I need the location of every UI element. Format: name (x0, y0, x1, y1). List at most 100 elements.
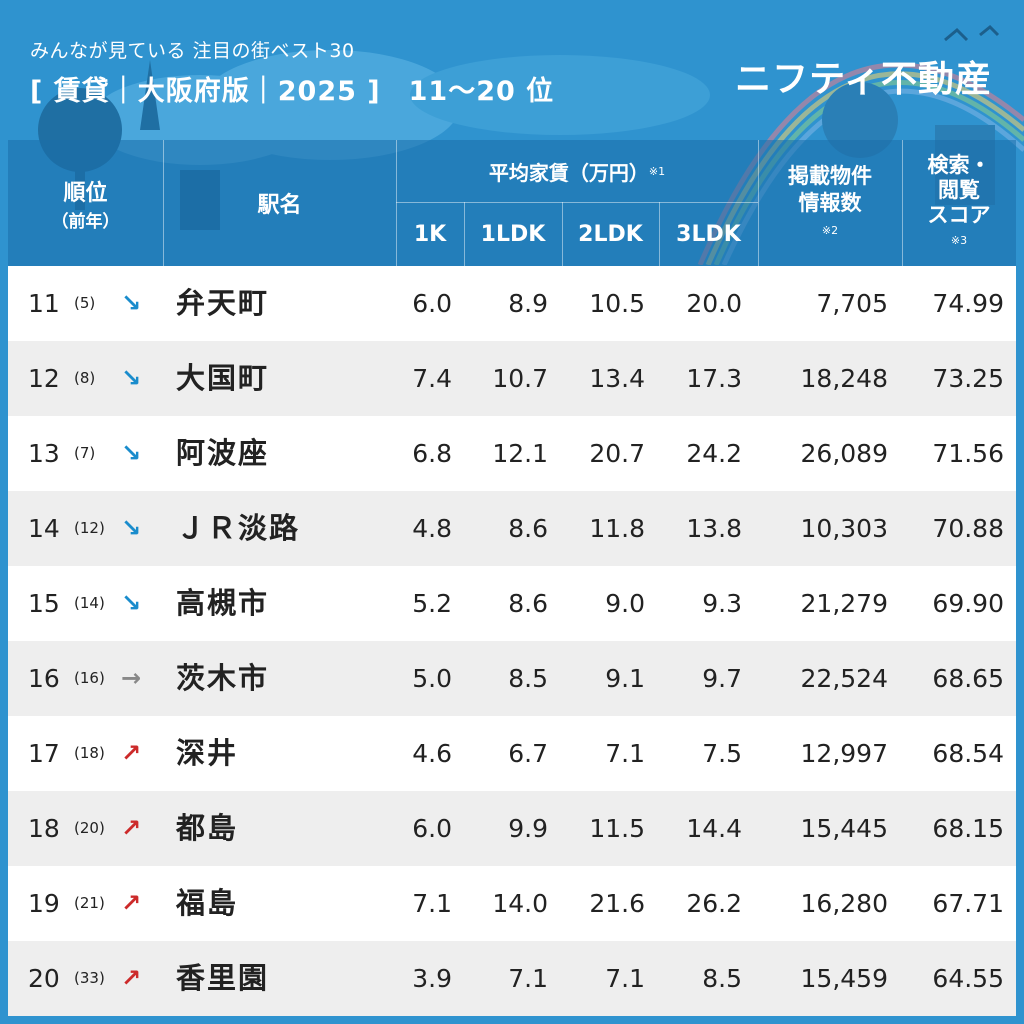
search-score: 68.54 (932, 739, 1004, 768)
previous-rank: (12) (74, 519, 105, 537)
search-score: 68.65 (932, 664, 1004, 693)
rent-1k: 6.0 (412, 289, 452, 318)
rent-2ldk: 7.1 (605, 964, 645, 993)
station-name: 深井 (176, 736, 239, 770)
rent-2ldk: 11.5 (589, 814, 645, 843)
rent-1k: 7.1 (412, 889, 452, 918)
listings-count: 16,280 (800, 889, 888, 918)
trend-down-icon: ↘ (120, 439, 142, 467)
rent-2ldk: 10.5 (589, 289, 645, 318)
table-row: 11 (5) ↘ 弁天町 6.0 8.9 10.5 20.0 7,705 74.… (8, 266, 1016, 341)
rank: 15 (28, 589, 60, 618)
column-score-note: ※3 (950, 234, 968, 247)
column-rent-label: 平均家賃（万円） (488, 160, 649, 185)
table-row: 13 (7) ↘ 阿波座 6.8 12.1 20.7 24.2 26,089 7… (8, 416, 1016, 491)
column-rent: 平均家賃（万円） ※1 (396, 140, 758, 202)
previous-rank: (21) (74, 894, 105, 912)
station-name: 香里園 (176, 961, 270, 995)
trend-down-icon: ↘ (120, 364, 142, 392)
rent-1ldk: 8.6 (508, 514, 548, 543)
column-score-line3: スコア (927, 203, 991, 227)
rent-1k: 6.0 (412, 814, 452, 843)
rank: 16 (28, 664, 60, 693)
column-listings: 掲載物件 情報数 ※2 (758, 140, 902, 266)
listings-count: 21,279 (800, 589, 888, 618)
station-name: 福島 (176, 886, 239, 920)
rent-3ldk: 14.4 (686, 814, 742, 843)
column-listings-line2: 情報数 (798, 190, 862, 215)
rank: 11 (28, 289, 60, 318)
rent-3ldk: 20.0 (686, 289, 742, 318)
trend-down-icon: ↘ (120, 514, 142, 542)
rent-1k: 6.8 (412, 439, 452, 468)
rent-1ldk: 14.0 (492, 889, 548, 918)
column-score-line1: 検索・ (927, 153, 991, 177)
table-row: 16 (16) → 茨木市 5.0 8.5 9.1 9.7 22,524 68.… (8, 641, 1016, 716)
rent-1ldk: 8.6 (508, 589, 548, 618)
rent-2ldk: 9.0 (605, 589, 645, 618)
rank: 17 (28, 739, 60, 768)
rent-3ldk: 9.7 (702, 664, 742, 693)
rent-1ldk: 7.1 (508, 964, 548, 993)
search-score: 69.90 (932, 589, 1004, 618)
rank: 14 (28, 514, 60, 543)
station-name: 都島 (176, 811, 239, 845)
trend-up-icon: ↗ (120, 739, 142, 767)
rent-1ldk: 8.5 (508, 664, 548, 693)
rent-1k: 5.0 (412, 664, 452, 693)
rent-1k: 7.4 (412, 364, 452, 393)
rent-3ldk: 8.5 (702, 964, 742, 993)
rent-2ldk: 21.6 (589, 889, 645, 918)
ranking-table: 順位 （前年） 駅名 平均家賃（万円） ※1 1K 1LDK 2LDK 3LDK… (8, 140, 1016, 1018)
rent-2ldk: 13.4 (589, 364, 645, 393)
column-1ldk: 1LDK (480, 221, 546, 247)
column-listings-line1: 掲載物件 (788, 163, 872, 188)
search-score: 64.55 (932, 964, 1004, 993)
table-header: 順位 （前年） 駅名 平均家賃（万円） ※1 1K 1LDK 2LDK 3LDK… (8, 140, 1016, 266)
rent-3ldk: 24.2 (686, 439, 742, 468)
brand-logo: ニフティ不動産 (735, 59, 992, 100)
listings-count: 12,997 (800, 739, 888, 768)
previous-rank: (14) (74, 594, 105, 612)
header-subtitle: みんなが見ている 注目の街ベスト30 (30, 40, 355, 62)
table-body: 11 (5) ↘ 弁天町 6.0 8.9 10.5 20.0 7,705 74.… (8, 266, 1016, 1016)
column-rent-note: ※1 (648, 164, 666, 178)
listings-count: 15,459 (800, 964, 888, 993)
rank: 13 (28, 439, 60, 468)
trend-down-icon: ↘ (120, 289, 142, 317)
header: みんなが見ている 注目の街ベスト30 [ 賃貸｜大阪府版｜2025 ] 11〜2… (30, 36, 554, 108)
rank: 20 (28, 964, 60, 993)
column-rank-label: 順位 (63, 180, 108, 206)
rent-2ldk: 20.7 (589, 439, 645, 468)
previous-rank: (7) (74, 444, 96, 462)
column-rank-sub: （前年） (51, 211, 120, 232)
station-name: 阿波座 (176, 436, 270, 470)
listings-count: 26,089 (800, 439, 888, 468)
column-1k: 1K (413, 221, 447, 247)
column-3ldk: 3LDK (676, 221, 741, 247)
previous-rank: (18) (74, 744, 105, 762)
listings-count: 15,445 (800, 814, 888, 843)
station-name: 弁天町 (176, 286, 270, 320)
table-row: 17 (18) ↗ 深井 4.6 6.7 7.1 7.5 12,997 68.5… (8, 716, 1016, 791)
table-row: 14 (12) ↘ ＪＲ淡路 4.8 8.6 11.8 13.8 10,303 … (8, 491, 1016, 566)
column-listings-note: ※2 (821, 223, 839, 237)
search-score: 73.25 (932, 364, 1004, 393)
rank: 12 (28, 364, 60, 393)
rent-1k: 4.6 (412, 739, 452, 768)
previous-rank: (5) (74, 294, 96, 312)
rent-2ldk: 7.1 (605, 739, 645, 768)
rent-1k: 3.9 (412, 964, 452, 993)
table-row: 18 (20) ↗ 都島 6.0 9.9 11.5 14.4 15,445 68… (8, 791, 1016, 866)
listings-count: 7,705 (816, 289, 888, 318)
station-name: ＪＲ淡路 (176, 511, 301, 545)
trend-same-icon: → (120, 664, 142, 692)
column-score-line2: 閲覧 (938, 178, 980, 202)
search-score: 74.99 (932, 289, 1004, 318)
rent-1ldk: 8.9 (508, 289, 548, 318)
rent-3ldk: 7.5 (702, 739, 742, 768)
rank: 19 (28, 889, 60, 918)
search-score: 68.15 (932, 814, 1004, 843)
listings-count: 18,248 (800, 364, 888, 393)
